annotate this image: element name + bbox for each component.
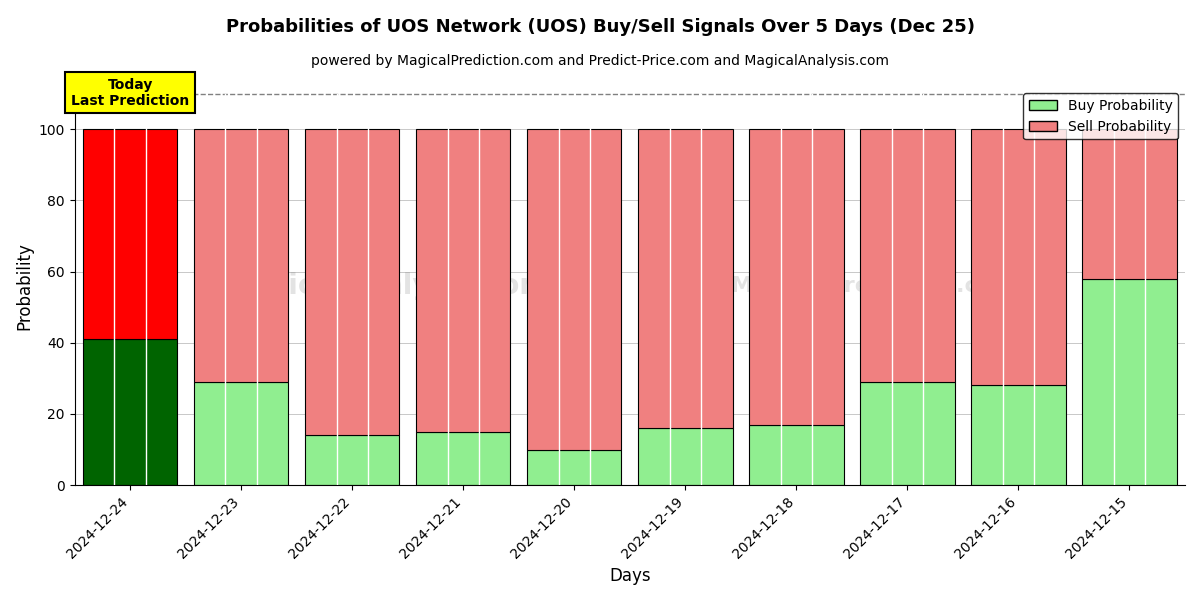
Bar <box>860 129 955 382</box>
Bar <box>416 129 510 432</box>
Bar <box>194 382 288 485</box>
Bar <box>416 432 510 485</box>
Text: MagicalPrediction.com: MagicalPrediction.com <box>732 276 1016 296</box>
Bar <box>749 425 844 485</box>
Bar <box>749 129 844 425</box>
Text: Probabilities of UOS Network (UOS) Buy/Sell Signals Over 5 Days (Dec 25): Probabilities of UOS Network (UOS) Buy/S… <box>226 18 974 36</box>
Bar <box>638 129 732 428</box>
Bar <box>83 339 178 485</box>
Bar <box>83 129 178 339</box>
X-axis label: Days: Days <box>610 567 650 585</box>
Y-axis label: Probability: Probability <box>16 242 34 330</box>
Bar <box>1082 129 1177 278</box>
Text: Today
Last Prediction: Today Last Prediction <box>71 77 190 108</box>
Bar <box>194 129 288 382</box>
Bar <box>1082 278 1177 485</box>
Bar <box>527 449 622 485</box>
Legend: Buy Probability, Sell Probability: Buy Probability, Sell Probability <box>1024 94 1178 139</box>
Bar <box>971 129 1066 385</box>
Bar <box>305 436 400 485</box>
Bar <box>638 428 732 485</box>
Bar <box>971 385 1066 485</box>
Text: powered by MagicalPrediction.com and Predict-Price.com and MagicalAnalysis.com: powered by MagicalPrediction.com and Pre… <box>311 54 889 68</box>
Bar <box>527 129 622 449</box>
Bar <box>305 129 400 436</box>
Text: MagicalAnalysis.com: MagicalAnalysis.com <box>222 272 548 300</box>
Bar <box>860 382 955 485</box>
